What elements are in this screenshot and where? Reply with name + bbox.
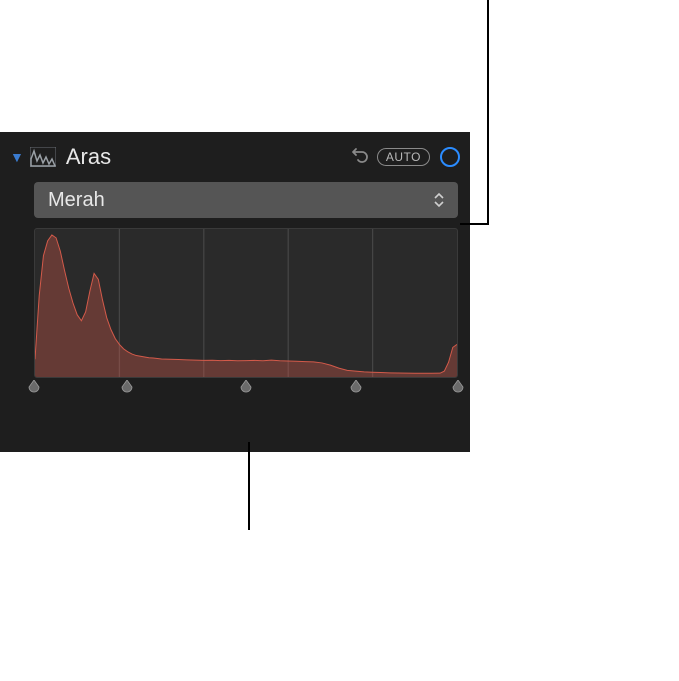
histogram-chart: [35, 229, 457, 377]
histogram-region: [34, 228, 458, 398]
callout-line: [487, 0, 489, 225]
channel-dropdown[interactable]: Merah: [34, 182, 458, 218]
enable-toggle-icon[interactable]: [440, 147, 460, 167]
callout-line: [460, 223, 488, 225]
auto-button[interactable]: AUTO: [377, 148, 430, 166]
slider-handle[interactable]: [240, 380, 252, 396]
slider-handle[interactable]: [452, 380, 464, 396]
histogram-box: [34, 228, 458, 378]
levels-icon: [30, 147, 56, 167]
stepper-icon: [430, 191, 448, 209]
slider-handle[interactable]: [28, 380, 40, 396]
slider-track[interactable]: [34, 378, 458, 398]
disclosure-triangle[interactable]: ▼: [10, 149, 24, 165]
undo-icon[interactable]: [351, 146, 369, 169]
callout-line: [248, 442, 250, 530]
panel-title: Aras: [66, 144, 351, 170]
slider-handle[interactable]: [121, 380, 133, 396]
channel-dropdown-label: Merah: [48, 189, 430, 212]
levels-panel: ▼ Aras AUTO Merah: [0, 132, 470, 452]
panel-header: ▼ Aras AUTO: [0, 140, 470, 174]
slider-handle[interactable]: [350, 380, 362, 396]
